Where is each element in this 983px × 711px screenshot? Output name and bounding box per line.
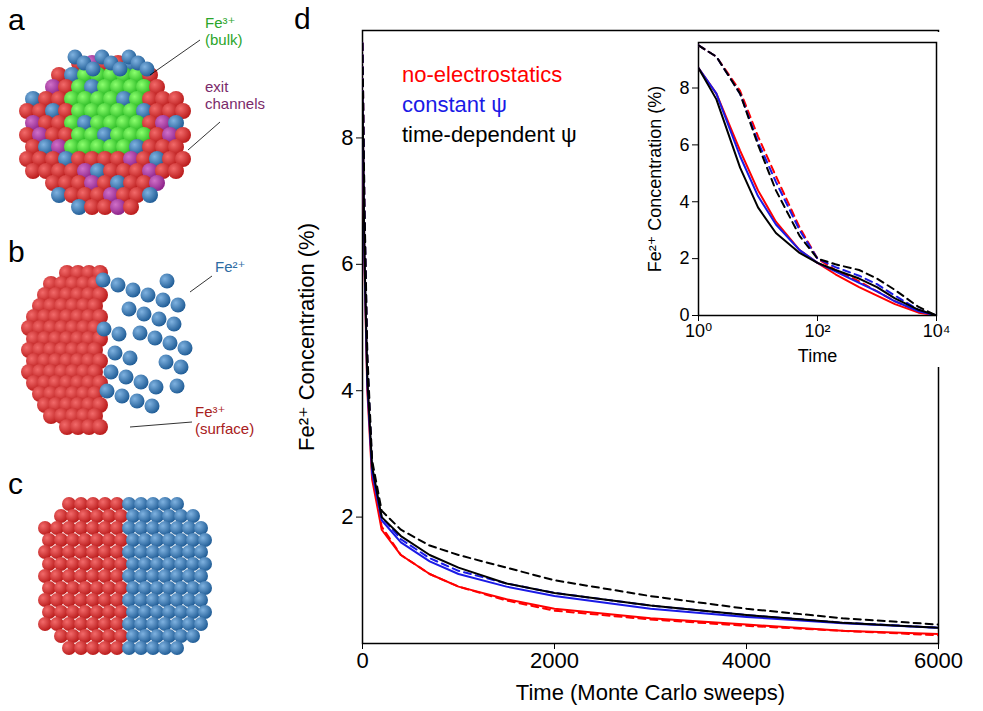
svg-text:Time: Time [798, 346, 837, 366]
svg-text:4000: 4000 [722, 648, 771, 673]
svg-text:6: 6 [341, 251, 353, 276]
svg-text:Fe²⁺ Concentration (%): Fe²⁺ Concentration (%) [645, 86, 665, 273]
svg-text:2: 2 [679, 248, 689, 268]
svg-text:2: 2 [341, 504, 353, 529]
html-text:no-electrostatics: no-electrostatics [402, 62, 563, 87]
svg-text:Time (Monte Carlo sweeps): Time (Monte Carlo sweeps) [516, 680, 785, 705]
svg-text:10⁴: 10⁴ [923, 321, 951, 341]
html-text:time-dependent ψ: time-dependent ψ [402, 122, 577, 147]
svg-text:0: 0 [679, 305, 690, 326]
svg-text:Fe³⁺(surface): Fe³⁺(surface) [195, 403, 254, 437]
svg-text:8: 8 [679, 78, 689, 98]
svg-text:4: 4 [341, 378, 353, 403]
svg-text:b: b [8, 235, 25, 268]
svg-text:Fe²⁺ Concentration (%): Fe²⁺ Concentration (%) [294, 223, 319, 451]
svg-text:6: 6 [679, 135, 689, 155]
svg-text:10²: 10² [804, 321, 830, 341]
html-text:constant ψ: constant ψ [402, 92, 507, 117]
svg-text:Fe²⁺: Fe²⁺ [215, 258, 245, 275]
svg-text:4: 4 [679, 192, 689, 212]
svg-text:6000: 6000 [914, 648, 963, 673]
svg-text:2000: 2000 [530, 648, 579, 673]
svg-text:8: 8 [341, 125, 353, 150]
svg-text:a: a [8, 3, 25, 36]
svg-text:c: c [8, 467, 23, 500]
svg-text:exitchannels: exitchannels [205, 78, 265, 112]
html-text:d: d [294, 2, 311, 35]
svg-text:0: 0 [356, 648, 368, 673]
svg-text:Fe³⁺(bulk): Fe³⁺(bulk) [205, 14, 243, 48]
svg-text:10⁰: 10⁰ [685, 321, 712, 341]
